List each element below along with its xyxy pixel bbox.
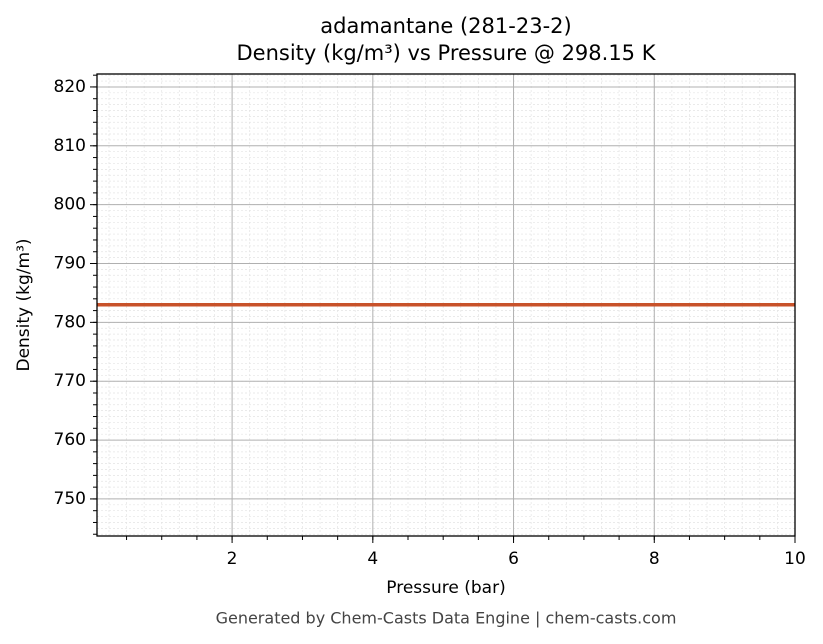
x-axis-label: Pressure (bar) [386,578,505,598]
chart-title: adamantane (281-23-2) [320,14,571,38]
y-tick-label: 780 [54,312,86,332]
y-tick-label: 760 [54,430,86,450]
y-tick-label: 810 [54,136,86,156]
y-tick-label: 800 [54,195,86,215]
chart-subtitle: Density (kg/m³) vs Pressure @ 298.15 K [236,41,656,65]
y-axis-label: Density (kg/m³) [14,238,34,371]
x-tick-label: 2 [227,549,238,569]
y-tick-label: 770 [54,371,86,391]
x-tick-label: 8 [649,549,660,569]
y-tick-label: 820 [54,77,86,97]
x-tick-label: 4 [367,549,378,569]
caption: Generated by Chem-Casts Data Engine | ch… [216,609,677,628]
y-tick-label: 750 [54,489,86,509]
x-tick-label: 10 [784,549,806,569]
x-tick-label: 6 [508,549,519,569]
y-tick-label: 790 [54,254,86,274]
plot-frame [96,73,796,537]
